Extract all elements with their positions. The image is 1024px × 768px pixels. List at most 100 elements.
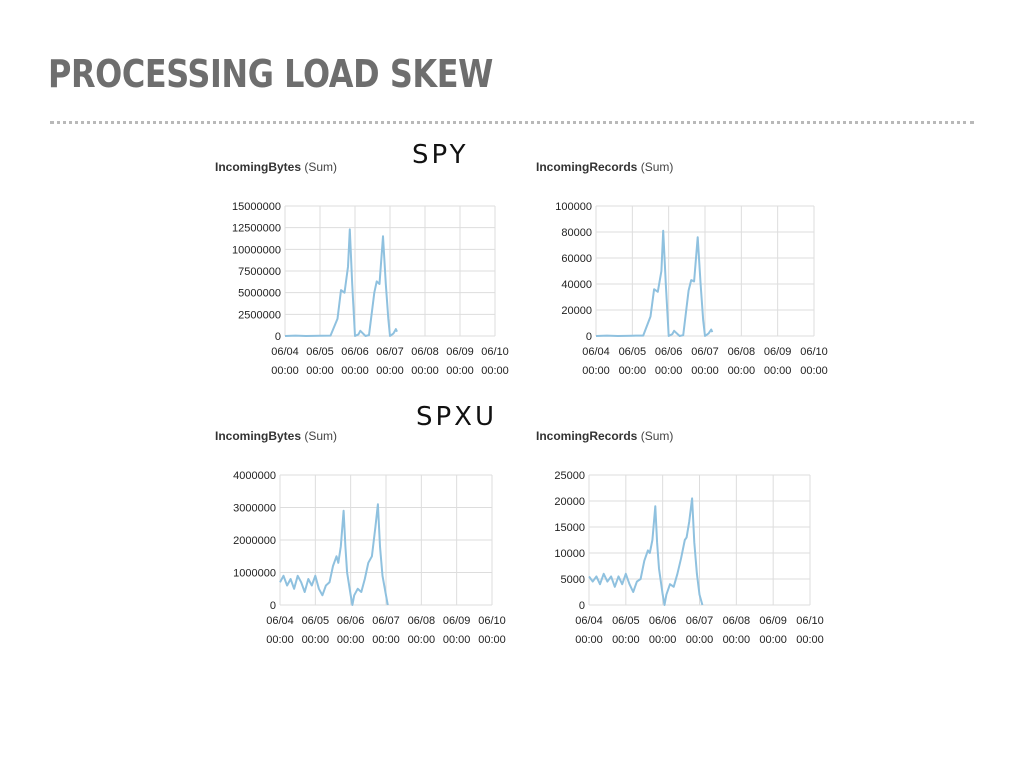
x-tick-time: 00:00 — [446, 365, 474, 377]
x-tick-time: 00:00 — [302, 634, 330, 646]
series-line — [284, 228, 398, 337]
x-tick-date: 06/09 — [443, 615, 471, 627]
x-tick-time: 00:00 — [372, 634, 400, 646]
x-tick-time: 00:00 — [691, 365, 719, 377]
y-tick-label: 60000 — [561, 253, 592, 265]
x-tick-date: 06/07 — [376, 346, 404, 358]
chart-title: IncomingRecords (Sum) — [536, 429, 673, 443]
x-tick-date: 06/05 — [302, 615, 330, 627]
chart-plot: 0 20000 40000 60000 80000 100000 06/04 00:00 06/… — [555, 201, 828, 377]
y-tick-label: 5000000 — [238, 288, 281, 300]
x-tick-time: 00:00 — [271, 365, 299, 377]
group-label-spy: SPY — [412, 140, 469, 170]
x-tick-time: 00:00 — [764, 365, 792, 377]
x-tick-date: 06/06 — [655, 346, 683, 358]
group-label-spxu: SPXU — [416, 402, 498, 432]
x-tick-date: 06/06 — [649, 615, 677, 627]
x-tick-date: 06/10 — [478, 615, 506, 627]
x-tick-time: 00:00 — [582, 365, 610, 377]
chart-spxu-incoming-bytes: IncomingBytes (Sum) 0 1000000 2000000 30000… — [215, 429, 515, 669]
x-tick-time: 00:00 — [649, 634, 677, 646]
chart-title: IncomingBytes (Sum) — [215, 160, 337, 174]
series-line — [279, 503, 389, 606]
x-tick-date: 06/04 — [271, 346, 299, 358]
chart-spy-incoming-records: IncomingRecords (Sum) 0 20000 40000 60000 80… — [536, 160, 836, 400]
x-tick-time: 00:00 — [306, 365, 334, 377]
y-tick-label: 0 — [270, 600, 276, 612]
chart-metric: IncomingBytes — [215, 160, 302, 174]
y-tick-label: 2500000 — [238, 309, 281, 321]
y-tick-label: 0 — [586, 331, 592, 343]
chart-metric: IncomingBytes — [215, 429, 302, 443]
x-tick-time: 00:00 — [655, 365, 683, 377]
chart-stat: (Sum) — [637, 429, 674, 443]
x-tick-time: 00:00 — [759, 634, 787, 646]
x-tick-time: 00:00 — [686, 634, 714, 646]
y-tick-label: 1000000 — [233, 568, 276, 580]
x-tick-date: 06/09 — [759, 615, 787, 627]
y-tick-label: 3000000 — [233, 503, 276, 515]
y-tick-label: 5000 — [561, 574, 585, 586]
x-tick-date: 06/07 — [691, 346, 719, 358]
x-tick-date: 06/08 — [728, 346, 756, 358]
x-tick-time: 00:00 — [337, 634, 365, 646]
x-tick-date: 06/05 — [612, 615, 640, 627]
x-tick-time: 00:00 — [266, 634, 294, 646]
x-tick-time: 00:00 — [481, 365, 509, 377]
series-line — [595, 229, 714, 337]
y-tick-label: 100000 — [555, 201, 592, 213]
y-tick-label: 20000 — [561, 305, 592, 317]
x-tick-time: 00:00 — [341, 365, 369, 377]
x-tick-date: 06/05 — [619, 346, 647, 358]
x-tick-date: 06/06 — [337, 615, 365, 627]
chart-title: IncomingBytes (Sum) — [215, 429, 337, 443]
x-tick-time: 00:00 — [376, 365, 404, 377]
y-tick-label: 7500000 — [238, 266, 281, 278]
y-tick-label: 0 — [579, 600, 585, 612]
y-tick-label: 15000000 — [232, 201, 281, 213]
chart-stat: (Sum) — [301, 160, 338, 174]
y-tick-label: 10000000 — [232, 244, 281, 256]
x-tick-time: 00:00 — [612, 634, 640, 646]
x-tick-date: 06/04 — [575, 615, 603, 627]
x-tick-time: 00:00 — [728, 365, 756, 377]
x-tick-date: 06/10 — [800, 346, 828, 358]
x-tick-date: 06/10 — [796, 615, 824, 627]
x-tick-time: 00:00 — [443, 634, 471, 646]
x-tick-date: 06/08 — [408, 615, 436, 627]
y-tick-label: 2000000 — [233, 535, 276, 547]
chart-title: IncomingRecords (Sum) — [536, 160, 673, 174]
x-tick-time: 00:00 — [796, 634, 824, 646]
x-tick-date: 06/07 — [686, 615, 714, 627]
x-tick-date: 06/09 — [764, 346, 792, 358]
x-tick-time: 00:00 — [411, 365, 439, 377]
x-tick-time: 00:00 — [478, 634, 506, 646]
x-tick-date: 06/08 — [411, 346, 439, 358]
x-tick-date: 06/04 — [582, 346, 610, 358]
x-tick-time: 00:00 — [408, 634, 436, 646]
x-tick-date: 06/09 — [446, 346, 474, 358]
x-tick-date: 06/08 — [723, 615, 751, 627]
y-tick-label: 10000 — [554, 548, 585, 560]
x-tick-date: 06/04 — [266, 615, 294, 627]
x-tick-time: 00:00 — [619, 365, 647, 377]
y-tick-label: 40000 — [561, 279, 592, 291]
chart-metric: IncomingRecords — [536, 429, 638, 443]
title-divider — [50, 121, 974, 124]
x-tick-time: 00:00 — [800, 365, 828, 377]
y-tick-label: 4000000 — [233, 470, 276, 482]
y-tick-label: 15000 — [554, 522, 585, 534]
x-tick-date: 06/07 — [372, 615, 400, 627]
x-tick-date: 06/06 — [341, 346, 369, 358]
x-tick-date: 06/05 — [306, 346, 334, 358]
chart-stat: (Sum) — [637, 160, 674, 174]
chart-plot: 0 2500000 5000000 7500000 10000000 12500000 15… — [232, 201, 509, 377]
chart-plot: 0 1000000 2000000 3000000 4000000 06/04 00:00 0… — [233, 470, 506, 646]
y-tick-label: 25000 — [554, 470, 585, 482]
y-tick-label: 20000 — [554, 496, 585, 508]
chart-plot: 0 5000 10000 15000 20000 25000 06/04 00:00 06/05… — [554, 470, 824, 646]
x-tick-date: 06/10 — [481, 346, 509, 358]
y-tick-label: 80000 — [561, 227, 592, 239]
chart-stat: (Sum) — [301, 429, 338, 443]
x-tick-time: 00:00 — [723, 634, 751, 646]
